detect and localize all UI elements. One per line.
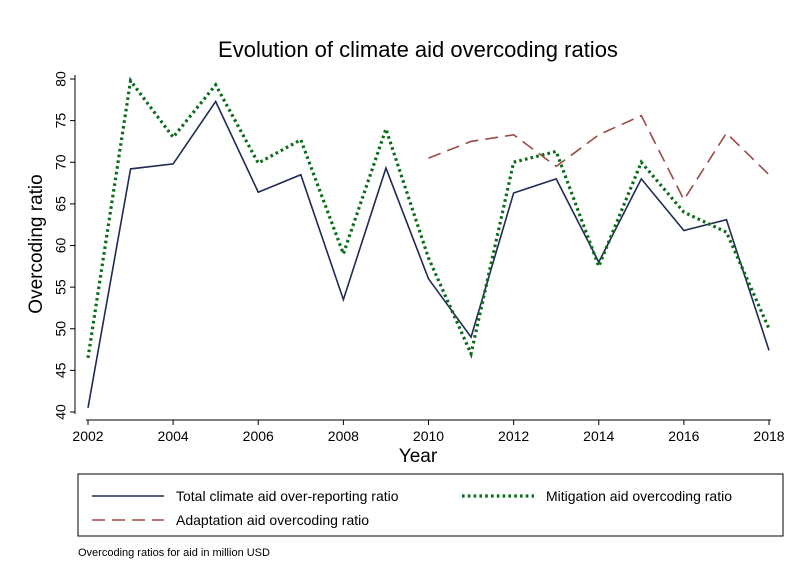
y-tick-label: 55 <box>53 279 69 295</box>
x-tick-label: 2014 <box>583 428 614 444</box>
legend-label-3: Adaptation aid overcoding ratio <box>176 512 369 528</box>
y-tick-label: 50 <box>53 321 69 337</box>
series-line-3 <box>428 114 770 202</box>
y-tick-label: 40 <box>53 404 69 420</box>
x-tick-label: 2006 <box>243 428 274 444</box>
y-tick-label: 60 <box>53 238 69 254</box>
y-tick-label: 80 <box>53 71 69 87</box>
x-tick-label: 2008 <box>328 428 359 444</box>
legend-label-1: Total climate aid over-reporting ratio <box>176 488 399 504</box>
series-line-1 <box>87 99 770 408</box>
y-tick-label: 65 <box>53 196 69 212</box>
x-tick-label: 2010 <box>413 428 444 444</box>
y-tick-label: 45 <box>53 362 69 378</box>
chart-title: Evolution of climate aid overcoding rati… <box>218 37 618 62</box>
plot-area: 40 45 50 55 60 65 70 75 80 2002 2004 2006 2008 2010 20… <box>53 71 785 444</box>
x-tick-label: 2002 <box>72 428 103 444</box>
legend-label-2: Mitigation aid overcoding ratio <box>546 488 732 504</box>
series-line-2 <box>86 76 771 359</box>
y-tick-label: 75 <box>53 113 69 129</box>
x-tick-label: 2016 <box>668 428 699 444</box>
y-tick-label: 70 <box>53 154 69 170</box>
x-axis-title: Year <box>399 446 438 467</box>
x-tick-label: 2012 <box>498 428 529 444</box>
chart-note: Overcoding ratios for aid in million USD <box>78 547 270 559</box>
y-axis-title: Overcoding ratio <box>26 174 47 313</box>
x-tick-label: 2018 <box>753 428 784 444</box>
legend-box <box>77 473 784 537</box>
x-tick-label: 2004 <box>158 428 189 444</box>
legend: Total climate aid over-reporting ratio Mi… <box>77 473 784 537</box>
